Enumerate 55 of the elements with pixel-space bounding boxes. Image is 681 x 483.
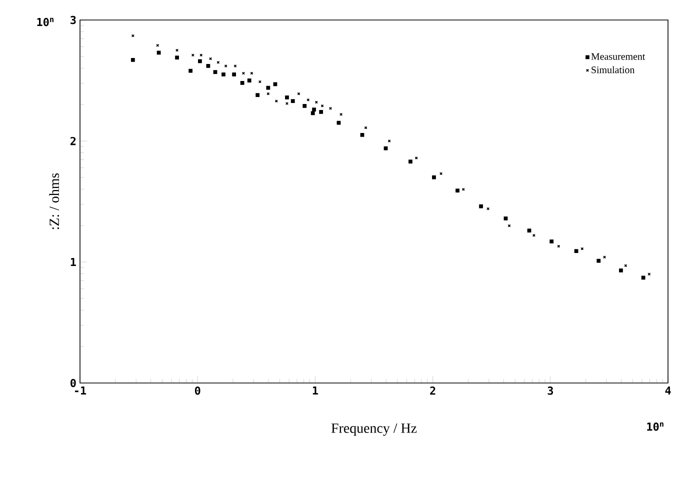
point	[336, 120, 341, 125]
x-tick-label: -1	[75, 386, 86, 395]
y-axis-title: :Z: / ohms	[49, 173, 60, 230]
y-tick-label: 3	[70, 16, 76, 24]
point	[302, 104, 307, 108]
point	[574, 249, 578, 254]
point	[508, 224, 511, 228]
point	[408, 160, 412, 164]
point	[156, 50, 161, 55]
point	[285, 95, 289, 100]
point	[188, 68, 192, 73]
legend-label: Measurement	[591, 53, 646, 60]
point	[596, 258, 601, 263]
point	[312, 108, 316, 112]
y-tick-label: 1	[70, 258, 76, 266]
legend-label: Simulation	[592, 66, 635, 74]
text: 10$^{n}$	[647, 422, 664, 431]
point	[232, 72, 236, 76]
point	[297, 92, 300, 96]
point	[285, 102, 288, 105]
point	[360, 133, 364, 137]
point	[364, 126, 368, 130]
point	[550, 239, 554, 244]
y-tick-label: 2	[70, 136, 76, 146]
y-tick-label: 0	[70, 378, 76, 388]
x-tick-label: 0	[194, 386, 200, 395]
point	[557, 244, 560, 248]
point	[504, 216, 508, 220]
point	[527, 228, 532, 232]
point	[456, 188, 460, 193]
x-tick-label: 4	[665, 386, 671, 395]
x-tick-label: 3	[548, 386, 553, 395]
point	[240, 80, 244, 85]
point	[319, 110, 324, 114]
point	[641, 276, 646, 280]
point	[247, 78, 252, 82]
point	[266, 86, 270, 90]
point	[198, 59, 202, 64]
point	[256, 93, 260, 97]
point	[432, 175, 436, 180]
point	[213, 70, 218, 74]
x-tick-label: 1	[312, 386, 318, 395]
point	[310, 111, 315, 116]
x-axis-title: Frequency / Hz	[331, 424, 417, 436]
point	[290, 99, 295, 104]
point	[130, 58, 135, 62]
text: 10$^{n}$	[37, 18, 54, 26]
point	[479, 204, 483, 208]
point	[175, 56, 179, 60]
point	[250, 72, 254, 75]
point	[273, 82, 278, 86]
point	[222, 72, 226, 76]
point	[206, 64, 210, 68]
x-tick-label: 2	[430, 386, 436, 395]
point	[619, 268, 623, 272]
